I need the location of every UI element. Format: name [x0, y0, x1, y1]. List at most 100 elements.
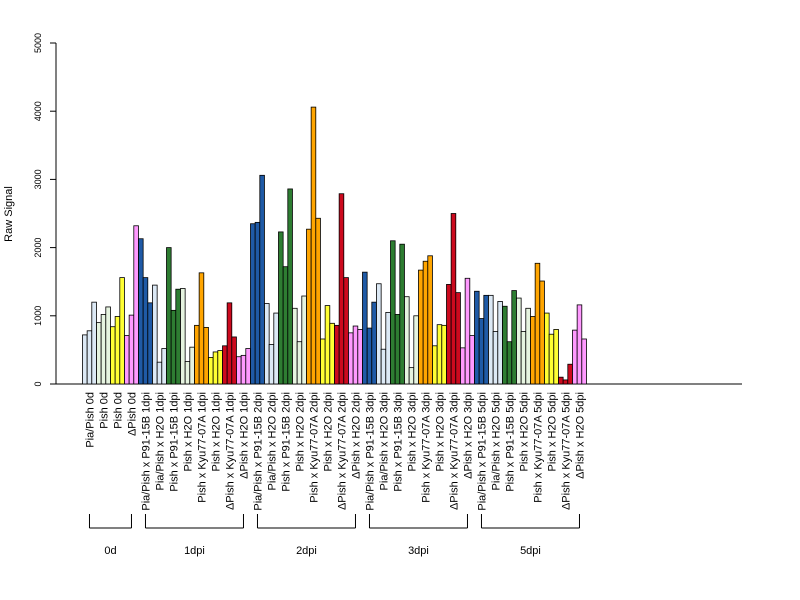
- bar: [245, 348, 251, 385]
- bar: [156, 361, 163, 385]
- bar: [362, 271, 368, 385]
- y-tick-label: 5000: [33, 33, 43, 53]
- x-tick-label: Pia/Pish x H2O 3dpi: [378, 392, 390, 490]
- bar: [268, 344, 275, 385]
- bar: [292, 307, 298, 385]
- bar: [562, 379, 569, 385]
- x-tick-label: Pish 0d: [98, 392, 110, 429]
- bar: [152, 284, 158, 385]
- group-label: 2dpi: [296, 545, 317, 557]
- bar: [208, 357, 214, 385]
- bar: [306, 228, 312, 385]
- x-tick-label: Pish x P91-15B 5dpi: [504, 392, 516, 492]
- bar: [502, 305, 508, 385]
- bar: [96, 322, 102, 385]
- bar: [525, 307, 531, 385]
- x-tick-label: Pia/Pish x P91-15B 3dpi: [364, 392, 376, 511]
- bar: [576, 304, 583, 385]
- group-label: 0d: [104, 545, 116, 557]
- bar: [474, 290, 480, 385]
- x-tick-label: ΔPish x H2O 3dpi: [462, 392, 474, 479]
- bar: [455, 292, 461, 385]
- x-tick-label: Pia/Pish x P91-15B 2dpi: [252, 392, 264, 511]
- bar: [338, 193, 345, 385]
- x-tick-label: Pia/Pish x H2O 5dpi: [490, 392, 502, 490]
- y-tick-label: 0: [33, 381, 43, 386]
- bar: [469, 335, 475, 385]
- bar: [91, 301, 97, 385]
- x-tick-label: Pish x H2O 1dpi: [210, 392, 222, 471]
- x-tick-label: Pia/Pish x P91-15B 1dpi: [140, 392, 152, 511]
- group-label: 3dpi: [408, 545, 429, 557]
- bar: [259, 174, 265, 385]
- group-label: 1dpi: [184, 545, 205, 557]
- x-tick-label: Pish x H2O 1dpi: [182, 392, 194, 471]
- bar: [427, 255, 433, 385]
- bar: [478, 318, 485, 385]
- x-tick-label: Pia/Pish 0d: [84, 392, 96, 448]
- bar: [520, 331, 527, 385]
- bar: [483, 294, 489, 385]
- bar: [390, 240, 396, 385]
- y-tick-label: 4000: [33, 101, 43, 121]
- y-tick-label: 2000: [33, 238, 43, 258]
- bar: [418, 269, 424, 385]
- bar: [506, 341, 513, 385]
- bar: [310, 106, 317, 385]
- x-tick-label: Pia/Pish x H2O 1dpi: [154, 392, 166, 490]
- bar: [357, 329, 363, 385]
- bar: [544, 312, 550, 385]
- bar: [329, 322, 335, 385]
- bar: [548, 333, 555, 385]
- bar: [488, 294, 494, 385]
- bar: [189, 346, 195, 385]
- bar: [530, 316, 536, 385]
- x-tick-label: ΔPish x Kyu77-07A 5dpi: [560, 392, 572, 510]
- bar: [422, 260, 429, 385]
- bar: [170, 309, 177, 385]
- x-tick-label: Pish x P91-15B 3dpi: [392, 392, 404, 492]
- bar: [301, 295, 307, 385]
- bar: [408, 367, 415, 385]
- bar: [138, 238, 144, 385]
- bar: [441, 324, 447, 385]
- bar: [539, 280, 545, 385]
- bar: [348, 332, 354, 385]
- bar: [180, 288, 186, 385]
- bar: [273, 312, 279, 385]
- bar: [446, 284, 452, 385]
- bar: [114, 316, 121, 385]
- bar: [296, 341, 303, 385]
- bar: [147, 302, 153, 385]
- group-brackets: 0d 1dpi 2dpi 3dpi 5dpi: [88, 514, 580, 557]
- x-tick-label: ΔPish x H2O 5dpi: [574, 392, 586, 479]
- bar: [460, 347, 466, 385]
- bar: [572, 329, 578, 385]
- bar: [567, 363, 573, 385]
- bar: [511, 290, 517, 385]
- bar: [371, 301, 377, 385]
- bar: [534, 262, 541, 385]
- x-tick-label: Pia/Pish x H2O 2dpi: [266, 392, 278, 490]
- bar: [436, 324, 443, 385]
- bar: [142, 277, 149, 385]
- bar: [222, 345, 228, 385]
- bar: [254, 221, 261, 385]
- bar: [492, 331, 499, 385]
- x-tick-label: Pish x P91-15B 2dpi: [280, 392, 292, 492]
- bar: [124, 335, 130, 385]
- bar: [105, 306, 111, 385]
- bar: [166, 247, 172, 385]
- bar: [399, 243, 405, 385]
- x-tick-label: Pia/Pish x P91-15B 5dpi: [476, 392, 488, 511]
- bar: [581, 338, 587, 385]
- bar: [366, 327, 373, 385]
- bar: [278, 231, 284, 385]
- x-tick-label: ΔPish 0d: [126, 392, 138, 436]
- x-tick-label: Pish x H2O 2dpi: [322, 392, 334, 471]
- bar: [334, 324, 340, 385]
- bar: [404, 296, 410, 385]
- bar: [226, 302, 233, 385]
- bar: [385, 311, 391, 385]
- y-tick-label: 3000: [33, 169, 43, 189]
